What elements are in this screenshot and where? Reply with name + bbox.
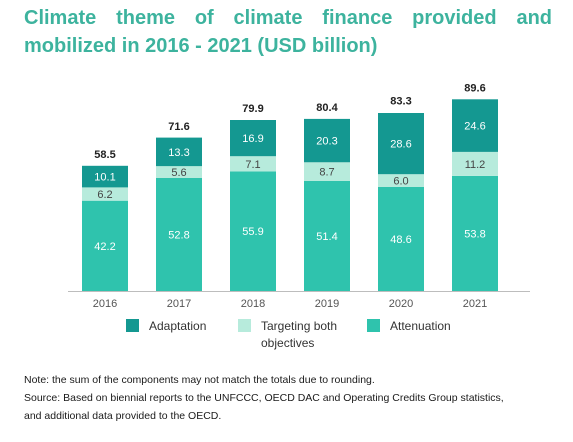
bar-adaptation-2019: [304, 118, 350, 163]
bar-attenuation-2020: [378, 187, 424, 291]
data-label-both-2018: 7.1: [245, 159, 260, 171]
legend-swatch-both: [238, 319, 251, 332]
chart-notes: Note: the sum of the components may not …: [24, 371, 564, 425]
source-text-line-1: Source: Based on biennial reports to the…: [24, 392, 504, 404]
data-label-adaptation-2016: 10.1: [94, 172, 115, 184]
bar-adaptation-2018: [230, 120, 276, 157]
chart-legend: Adaptation Targeting both objectives Att…: [0, 318, 573, 358]
data-label-attenuation-2021: 53.8: [464, 228, 485, 240]
note-text: Note: the sum of the components may not …: [24, 374, 375, 386]
bar-both-2020: [378, 174, 424, 187]
chart-title-line-2: mobilized in 2016 - 2021 (USD billion): [24, 35, 378, 57]
legend-swatch-attenuation: [367, 319, 380, 332]
data-label-both-2020: 6.0: [393, 176, 408, 188]
legend-label-both-line-1: Targeting both: [261, 319, 338, 333]
bar-attenuation-2018: [230, 171, 276, 291]
bar-both-2018: [230, 156, 276, 172]
x-tick-label-2020: 2020: [389, 298, 413, 310]
x-tick-label-2019: 2019: [315, 298, 339, 310]
chart-title-line-1: Climate theme of climate finance provide…: [24, 7, 552, 29]
bar-both-2021: [452, 151, 498, 176]
data-label-both-2017: 5.6: [171, 167, 186, 179]
data-label-both-2016: 6.2: [97, 189, 112, 201]
legend-item-both: Targeting both objectives: [238, 318, 337, 352]
bar-adaptation-2016: [82, 165, 128, 188]
data-label-both-2021: 11.2: [465, 159, 486, 171]
total-label-2019: 80.4: [316, 102, 338, 114]
total-label-2016: 58.5: [94, 149, 115, 161]
total-label-2017: 71.6: [168, 121, 189, 133]
x-tick-label-2016: 2016: [93, 298, 117, 310]
data-label-attenuation-2016: 42.2: [94, 241, 115, 253]
total-label-2020: 83.3: [390, 96, 411, 108]
data-label-attenuation-2020: 48.6: [390, 234, 411, 246]
bar-attenuation-2017: [156, 178, 202, 291]
source-text-line-2: and additional data provided to the OECD…: [24, 410, 222, 422]
bar-adaptation-2017: [156, 137, 202, 167]
stacked-bar-chart: 42.2 6.2 10.1 58.5 2016 52.8 5.6 13.3 71.6 2017 55…: [68, 82, 530, 310]
legend-item-attenuation: Attenuation: [367, 318, 451, 335]
data-label-attenuation-2018: 55.9: [242, 226, 263, 238]
chart-title: Climate theme of climate finance provide…: [24, 4, 552, 60]
bar-both-2019: [304, 162, 350, 181]
data-label-adaptation-2021: 24.6: [464, 121, 485, 133]
x-tick-label-2018: 2018: [241, 298, 265, 310]
legend-label-attenuation: Attenuation: [390, 319, 451, 333]
legend-item-adaptation: Adaptation: [126, 318, 206, 335]
legend-swatch-adaptation: [126, 319, 139, 332]
data-label-adaptation-2017: 13.3: [168, 147, 189, 159]
legend-label-adaptation: Adaptation: [149, 319, 207, 333]
legend-label-both: Targeting both objectives: [261, 318, 337, 352]
data-label-both-2019: 8.7: [319, 167, 334, 179]
total-label-2018: 79.9: [242, 103, 263, 115]
data-label-adaptation-2020: 28.6: [390, 139, 411, 151]
total-label-2021: 89.6: [464, 82, 485, 94]
x-tick-label-2021: 2021: [463, 298, 487, 310]
bar-attenuation-2016: [82, 200, 128, 291]
bar-attenuation-2021: [452, 175, 498, 291]
data-label-adaptation-2019: 20.3: [316, 136, 337, 148]
bar-both-2016: [82, 187, 128, 201]
data-label-attenuation-2019: 51.4: [316, 231, 337, 243]
x-tick-label-2017: 2017: [167, 298, 191, 310]
data-label-attenuation-2017: 52.8: [168, 230, 189, 242]
legend-label-both-line-2: objectives: [261, 336, 315, 350]
bar-both-2017: [156, 166, 202, 178]
data-label-adaptation-2018: 16.9: [242, 133, 263, 145]
bar-attenuation-2019: [304, 181, 350, 291]
bar-adaptation-2021: [452, 99, 498, 152]
bar-adaptation-2020: [378, 113, 424, 175]
